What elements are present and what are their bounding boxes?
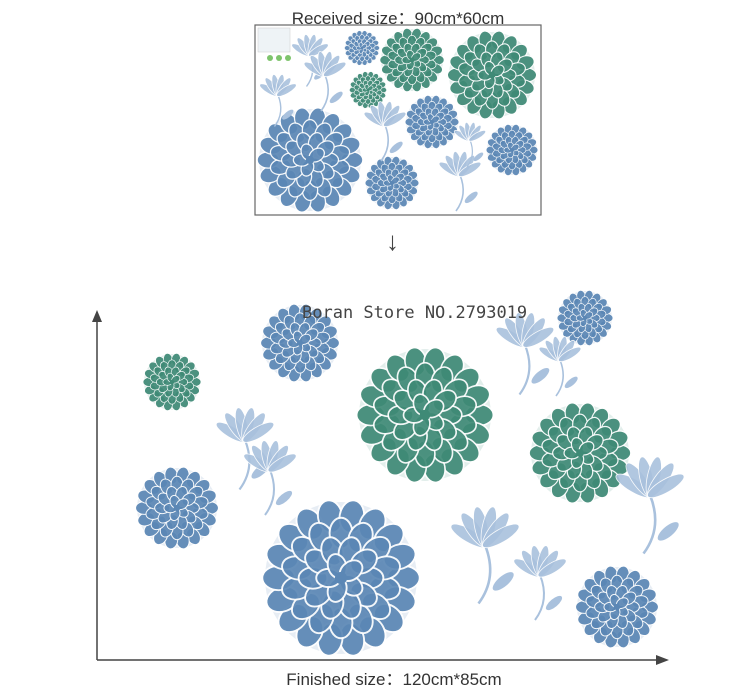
thumbnail-preview (257, 27, 291, 53)
small-dot-sticker (285, 55, 291, 61)
sheet-lily (259, 74, 297, 127)
wall-flower (556, 290, 614, 346)
sheet-flower (364, 156, 420, 210)
wall-lily (538, 336, 582, 397)
wall-flower (135, 466, 219, 550)
wall-flower (575, 565, 659, 649)
sheet-flower (344, 30, 380, 66)
wall-lily (615, 456, 685, 555)
wall-flower (142, 353, 202, 411)
received-size-label: Received size：90cm*60cm (291, 9, 505, 28)
wall-lily (450, 506, 520, 605)
sheet-flower (485, 124, 539, 176)
store-watermark: Boran Store NO.2793019 (302, 303, 528, 323)
wall-flower (260, 303, 340, 383)
sheet-lily (303, 51, 347, 112)
sticker-sheet-frame (254, 24, 542, 216)
dimension-axes (92, 310, 669, 665)
sheet-flower (404, 95, 460, 149)
wall-flower (528, 402, 632, 504)
wall-lily (243, 440, 297, 516)
sheet-lily (453, 121, 487, 168)
small-dot-sticker (276, 55, 282, 61)
wall-flower (355, 346, 495, 484)
sheet-flower (349, 71, 387, 109)
sheet-flower (446, 30, 538, 120)
down-arrow-icon: ↓ (386, 226, 399, 256)
finished-size-label: Finished size：120cm*85cm (286, 670, 502, 689)
wall-lily (495, 312, 555, 396)
wall-flower (261, 499, 421, 657)
small-dot-sticker (267, 55, 273, 61)
sheet-lily (363, 101, 407, 162)
sheet-flower (256, 107, 364, 213)
wall-lily (513, 545, 567, 621)
sheet-flower (379, 27, 445, 93)
